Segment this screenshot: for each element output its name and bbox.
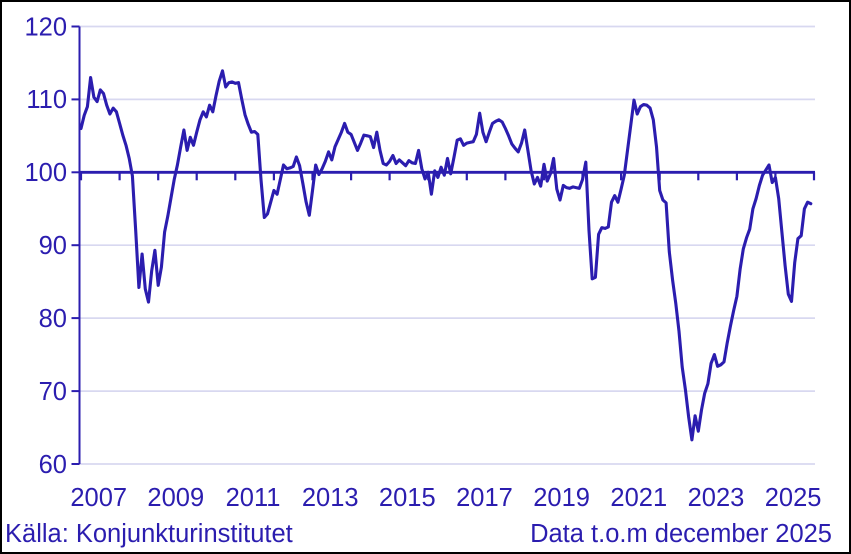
y-axis-label-70: 70 bbox=[39, 378, 67, 406]
x-axis-label-2019: 2019 bbox=[533, 484, 590, 512]
y-axis-label-90: 90 bbox=[39, 232, 67, 260]
y-axis-label-60: 60 bbox=[39, 451, 67, 479]
x-axis-label-2009: 2009 bbox=[147, 484, 204, 512]
series-group bbox=[79, 69, 813, 442]
gridlines-group bbox=[79, 25, 815, 465]
x-axis-label-2007: 2007 bbox=[70, 484, 127, 512]
x-axis-label-2013: 2013 bbox=[302, 484, 359, 512]
x-axis-label-2025: 2025 bbox=[765, 484, 822, 512]
y-axis-label-120: 120 bbox=[24, 13, 67, 41]
x-axis-label-2023: 2023 bbox=[688, 484, 745, 512]
series-line bbox=[79, 69, 813, 442]
x-axis-label-2011: 2011 bbox=[226, 484, 281, 512]
x-axis-label-2015: 2015 bbox=[379, 484, 436, 512]
x-axis-label-2021: 2021 bbox=[610, 484, 667, 512]
y-axis-label-100: 100 bbox=[24, 159, 67, 187]
data-note-label: Data t.o.m december 2025 bbox=[530, 520, 832, 548]
source-label: Källa: Konjunkturinstitutet bbox=[5, 520, 293, 548]
y-axis-label-110: 110 bbox=[26, 86, 67, 114]
x-axis-label-2017: 2017 bbox=[456, 484, 513, 512]
y-axis-label-80: 80 bbox=[39, 305, 67, 333]
axes-group bbox=[71, 25, 816, 465]
